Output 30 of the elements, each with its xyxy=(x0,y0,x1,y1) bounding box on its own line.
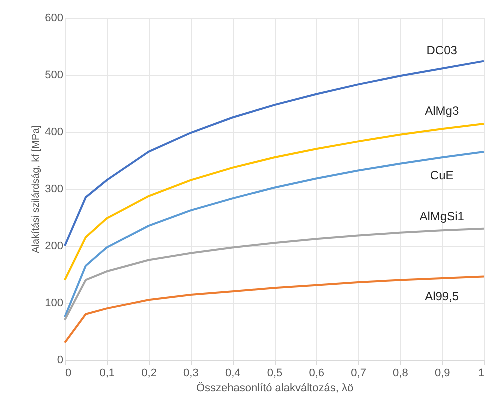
series-label: Al99,5 xyxy=(425,289,460,304)
series-label: DC03 xyxy=(426,44,458,58)
x-tick-label: 0,1 xyxy=(100,368,116,380)
x-tick-label: 0,4 xyxy=(225,368,241,380)
x-tick-label: 0,6 xyxy=(309,368,325,380)
series-label: CuE xyxy=(430,168,454,183)
line-series xyxy=(64,150,485,318)
y-tick-label: 500 xyxy=(45,70,64,82)
y-tick-label: 400 xyxy=(45,126,64,138)
y-tick-label: 600 xyxy=(45,12,64,24)
line-series xyxy=(64,228,485,322)
line-series xyxy=(64,276,485,344)
x-tick-label: 0,5 xyxy=(267,368,283,380)
y-tick-label: 200 xyxy=(45,240,64,252)
y-tick-label: 100 xyxy=(45,298,64,310)
x-tick-label: 0 xyxy=(66,368,72,380)
series-label: AlMg3 xyxy=(425,104,460,118)
x-tick-label: 0,2 xyxy=(142,368,157,380)
y-tick-label: 0 xyxy=(57,354,64,366)
x-tick-label: 0,8 xyxy=(393,368,408,380)
line-series xyxy=(64,123,485,282)
x-tick-label: 1 xyxy=(478,368,484,380)
y-tick-label: 300 xyxy=(45,184,64,196)
line-series xyxy=(64,60,485,247)
series-label: AlMgSi1 xyxy=(420,210,465,224)
x-tick-label: 0,3 xyxy=(184,368,199,380)
y-axis-title: Alakítási szilárdság, kf [MPa] xyxy=(31,125,42,254)
x-axis-title: Összehasonlító alakváltozás, λö xyxy=(196,382,354,394)
x-tick-label: 0,9 xyxy=(434,368,450,380)
x-tick-label: 0,7 xyxy=(351,368,366,380)
